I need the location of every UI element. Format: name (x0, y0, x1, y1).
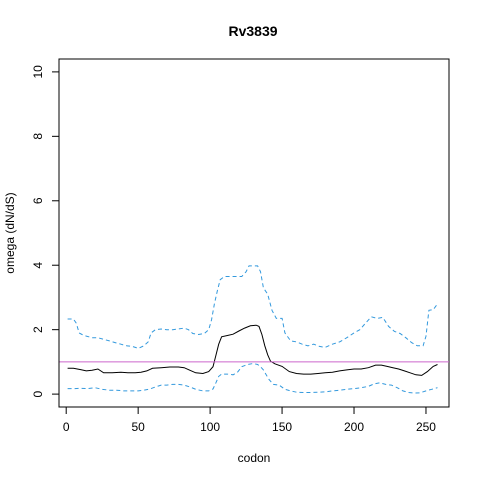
y-tick-label: 8 (31, 133, 45, 140)
series-upper-bound-line (67, 265, 438, 349)
y-axis-label: omega (dN/dS) (3, 192, 17, 273)
x-tick-label: 250 (416, 420, 436, 434)
chart-title: Rv3839 (228, 23, 277, 39)
y-tick-label: 2 (31, 326, 45, 333)
y-tick-label: 4 (31, 262, 45, 269)
x-axis-label: codon (238, 451, 271, 465)
x-tick-label: 150 (272, 420, 292, 434)
series-lower-bound-line (67, 362, 438, 394)
y-tick-label: 10 (31, 65, 45, 79)
series-estimate-line (67, 324, 438, 376)
y-tick-label: 0 (31, 390, 45, 397)
x-tick-label: 200 (344, 420, 364, 434)
x-tick-label: 100 (200, 420, 220, 434)
y-axis: 0 2 4 6 8 10 (31, 65, 60, 397)
series-layer (59, 265, 449, 394)
x-tick-label: 50 (131, 420, 145, 434)
y-tick-label: 6 (31, 197, 45, 204)
x-tick-label: 0 (63, 420, 70, 434)
x-axis: 0 50 100 150 200 250 (63, 406, 436, 434)
